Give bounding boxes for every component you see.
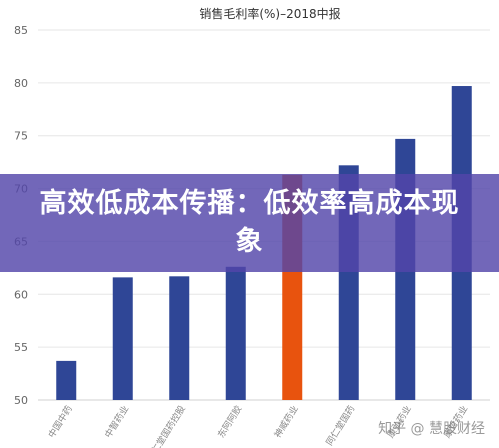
headline-text: 高效低成本传播：低效率高成本现象	[39, 188, 460, 257]
x-category-label: 中国中药	[46, 403, 75, 440]
bar	[112, 277, 133, 400]
chart-title: 销售毛利率(%)–2018中报	[199, 6, 340, 21]
x-category-label: 东阿阿胶	[215, 403, 244, 440]
y-tick-label: 85	[14, 24, 28, 37]
bar	[225, 266, 246, 400]
y-tick-label: 80	[14, 77, 28, 90]
y-tick-label: 60	[14, 288, 28, 301]
x-category-label: 同仁堂国药	[323, 403, 357, 448]
bar	[169, 276, 190, 400]
bar	[56, 360, 77, 400]
y-tick-label: 55	[14, 341, 28, 354]
x-category-label: 神威药业	[272, 403, 301, 440]
headline-banner: 高效低成本传播：低效率高成本现象	[0, 174, 499, 272]
x-category-label: 中智药业	[102, 403, 131, 440]
y-tick-label: 75	[14, 130, 28, 143]
x-category-label: 同仁堂国药控股	[144, 403, 188, 448]
y-tick-label: 50	[14, 394, 28, 407]
watermark: 知乎 @ 慧股财经	[378, 421, 485, 437]
